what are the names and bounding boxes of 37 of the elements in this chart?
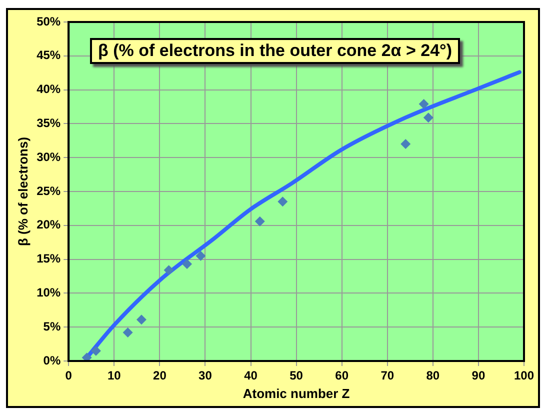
x-tick-label: 20 [153, 368, 167, 383]
x-tick-label: 60 [335, 368, 349, 383]
point [90, 346, 101, 356]
x-tick-label: 70 [380, 368, 394, 383]
point [418, 99, 429, 110]
y-tick-label: 30% [36, 150, 61, 164]
point [278, 196, 288, 207]
y-tick-label: 45% [36, 48, 61, 62]
y-tick-label: 5% [43, 319, 61, 334]
point [423, 112, 434, 123]
y-tick-label: 10% [36, 286, 61, 300]
point [122, 328, 133, 338]
y-tick-label: 25% [36, 184, 61, 198]
point [182, 259, 192, 270]
x-tick-label: 40 [244, 368, 258, 383]
point [400, 139, 411, 150]
y-tick-label: 50% [36, 14, 61, 28]
y-tick-label: 40% [36, 82, 61, 96]
y-axis-title: β (% of electrons) [15, 136, 30, 246]
x-tick-label: 80 [426, 368, 440, 383]
x-tick-label: 30 [198, 368, 212, 383]
x-axis-title: Atomic number Z [242, 386, 350, 401]
point [136, 314, 146, 325]
x-tick-label: 50 [290, 368, 304, 383]
point [254, 216, 265, 226]
point [196, 250, 206, 261]
point [82, 352, 92, 361]
y-tick-label: 0% [43, 353, 61, 368]
y-tick-label: 20% [36, 218, 61, 232]
y-tick-label: 35% [36, 116, 61, 130]
y-tick-label: 15% [36, 252, 61, 266]
point [164, 265, 174, 276]
x-tick-label: 90 [472, 368, 486, 383]
text: β (% of electrons in the outer cone 2α > 24°) [90, 38, 460, 64]
x-tick-label: 0 [65, 368, 72, 383]
x-tick-label: 10 [107, 368, 122, 383]
x-tick-label: 100 [514, 368, 534, 383]
